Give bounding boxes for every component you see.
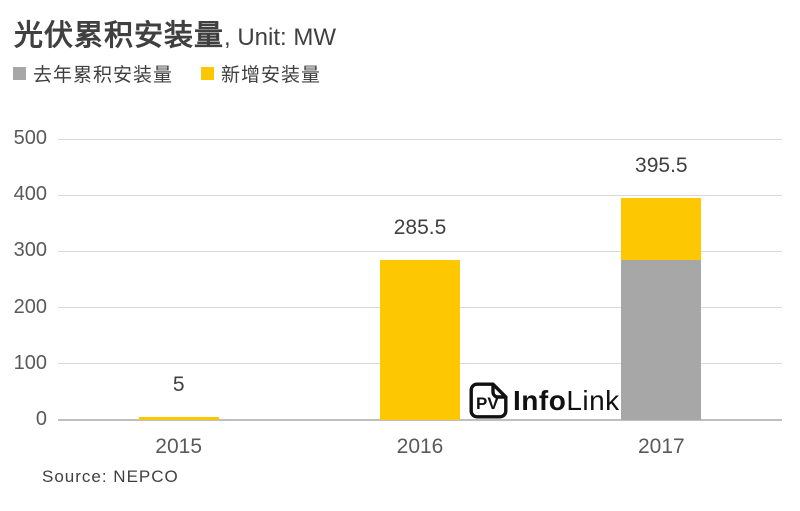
y-axis-tick-label: 400 — [13, 183, 47, 206]
legend-label-cumulative: 去年累积安装量 — [33, 65, 174, 86]
y-axis-tick-label: 200 — [13, 295, 47, 318]
x-axis-tick-label: 2017 — [637, 435, 685, 458]
chart-title: 光伏累积安装量 — [14, 20, 225, 52]
y-gridline — [58, 194, 782, 196]
y-axis-tick-label: 500 — [13, 127, 47, 149]
legend-label-new: 新增安装量 — [221, 65, 322, 86]
bar-segment-cumulative — [621, 259, 702, 420]
chart-legend: 去年累积安装量 新增安装量 — [13, 60, 321, 87]
pv-infolink-logo: PV InfoLink — [468, 382, 620, 419]
brand-text: InfoLink — [513, 384, 620, 416]
bar-segment-new — [621, 197, 702, 260]
bar-total-label: 285.5 — [393, 215, 447, 239]
y-gridline — [58, 138, 782, 140]
legend-item-new: 新增安装量 — [201, 60, 321, 87]
source-note: Source: NEPCO — [42, 467, 179, 486]
legend-swatch-yellow-icon — [201, 67, 215, 80]
legend-swatch-gray-icon — [13, 67, 26, 80]
pv-document-icon: PV — [469, 382, 508, 419]
bar-segment-new — [380, 259, 460, 420]
x-axis-line — [58, 419, 782, 421]
y-axis-tick-label: 0 — [35, 408, 47, 430]
chart-title-unit: , Unit: MW — [224, 24, 337, 51]
svg-text:PV: PV — [476, 394, 499, 413]
x-axis-tick-label: 2015 — [155, 435, 203, 458]
y-axis-tick-label: 300 — [13, 239, 47, 262]
y-axis-tick-label: 100 — [13, 351, 47, 374]
x-axis-tick-label: 2016 — [396, 435, 444, 458]
bar-segment-new — [138, 417, 219, 420]
y-gridline — [58, 250, 782, 252]
bar-total-label: 5 — [172, 373, 185, 396]
bar-total-label: 395.5 — [635, 153, 688, 177]
chart-title-row: 光伏累积安装量, Unit: MW — [14, 12, 336, 54]
legend-item-cumulative: 去年累积安装量 — [13, 60, 173, 87]
